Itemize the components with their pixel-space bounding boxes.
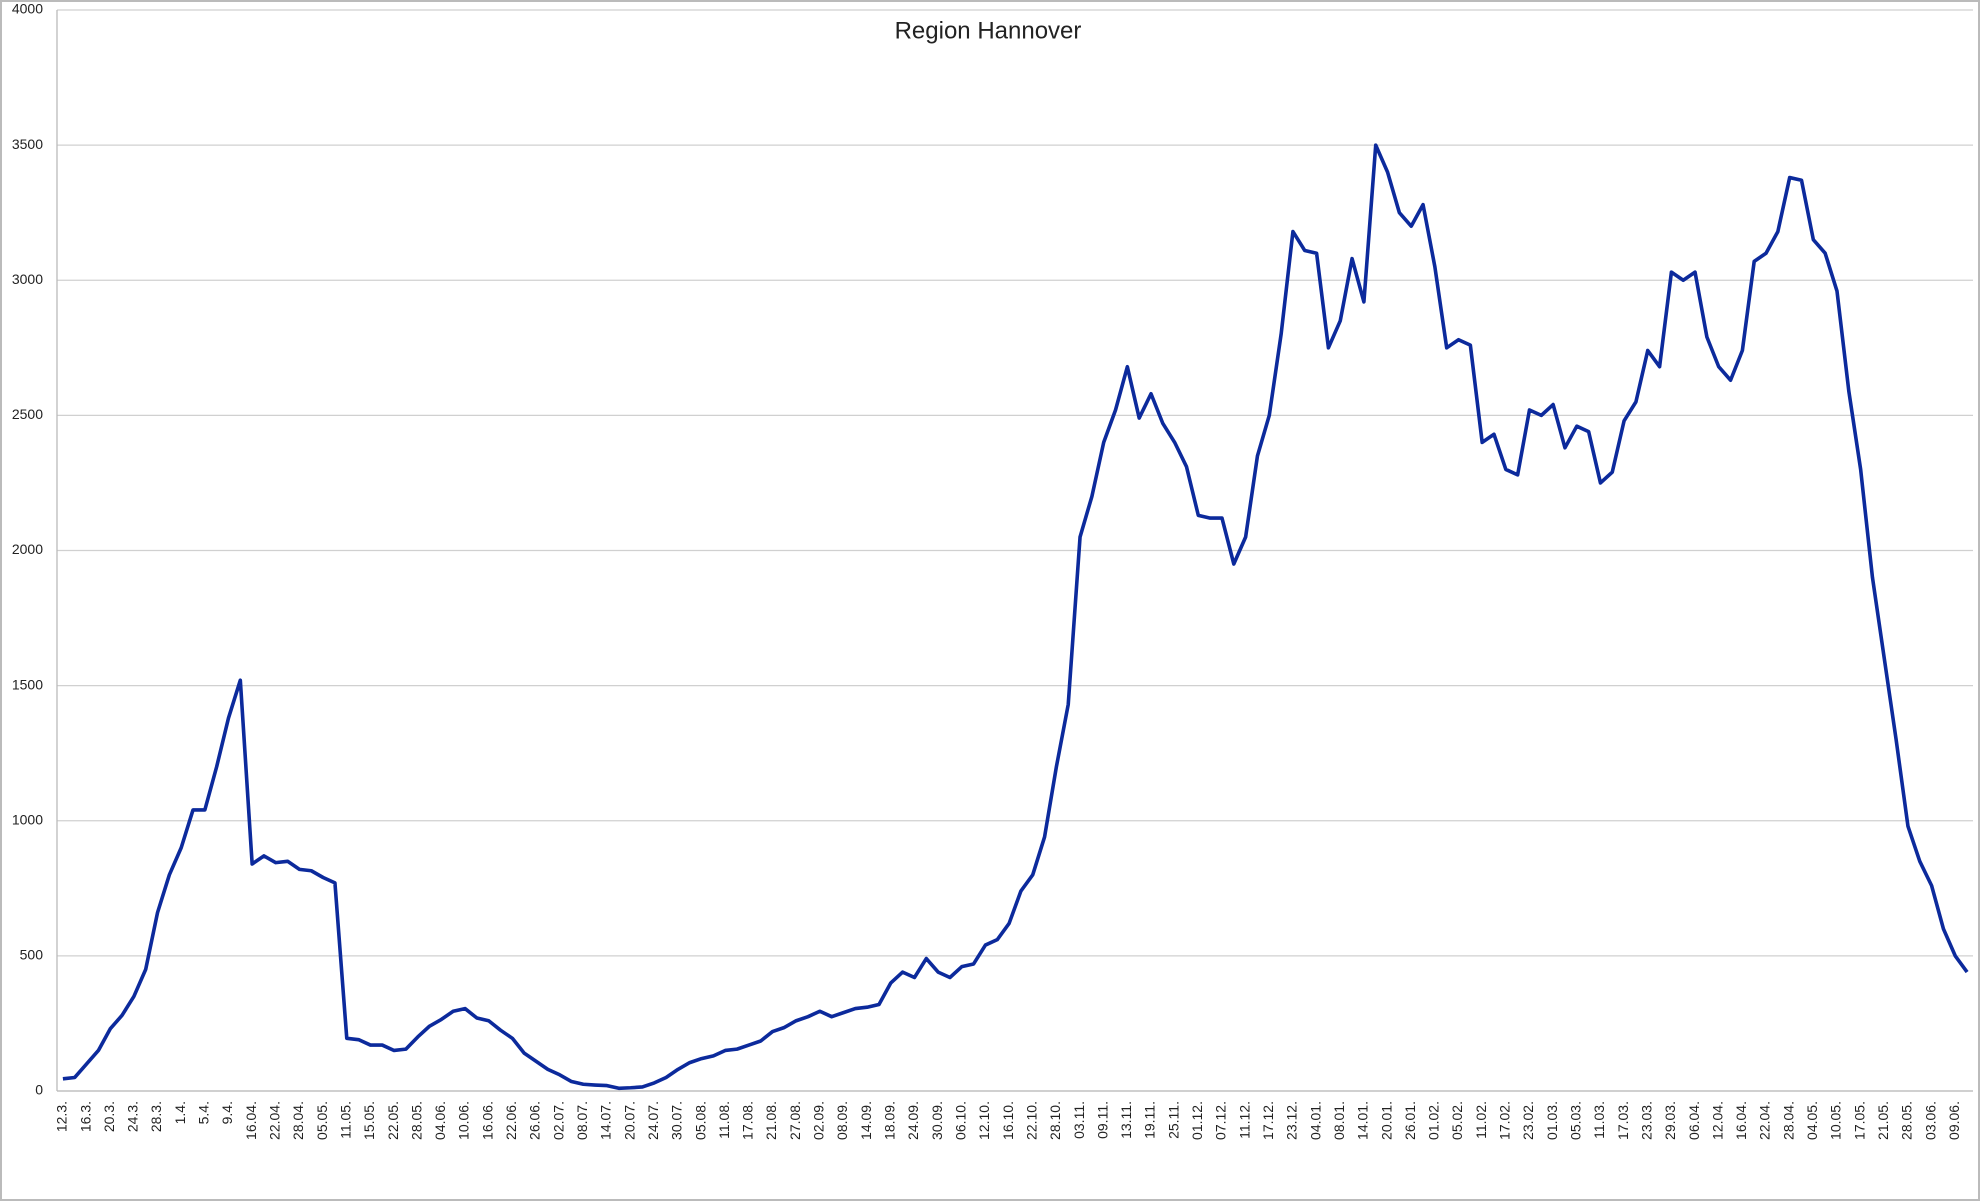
y-tick-label: 500	[20, 947, 44, 963]
x-tick-label: 28.10.	[1047, 1101, 1063, 1140]
x-tick-label: 05.08.	[692, 1101, 708, 1140]
x-tick-label: 22.04.	[1757, 1101, 1773, 1140]
x-tick-label: 10.06.	[456, 1101, 472, 1140]
x-tick-label: 20.01.	[1378, 1101, 1394, 1140]
x-tick-label: 06.10.	[952, 1101, 968, 1140]
x-tick-label: 19.11.	[1142, 1101, 1158, 1139]
x-tick-label: 17.12.	[1260, 1101, 1276, 1140]
x-tick-label: 06.04.	[1686, 1101, 1702, 1140]
y-tick-label: 1000	[12, 811, 43, 827]
y-tick-label: 3500	[12, 136, 43, 152]
x-tick-label: 22.06.	[503, 1101, 519, 1140]
x-tick-label: 24.3.	[125, 1101, 141, 1132]
x-tick-label: 03.06.	[1922, 1101, 1938, 1140]
x-tick-label: 17.08.	[740, 1101, 756, 1140]
x-tick-label: 16.04.	[243, 1101, 259, 1140]
x-tick-label: 9.4.	[219, 1101, 235, 1124]
x-tick-label: 22.10.	[1023, 1101, 1039, 1140]
x-tick-label: 1.4.	[172, 1101, 188, 1124]
y-tick-label: 3000	[12, 271, 43, 287]
x-tick-label: 17.02.	[1497, 1101, 1513, 1140]
x-tick-label: 28.04.	[290, 1101, 306, 1140]
x-tick-label: 30.09.	[929, 1101, 945, 1140]
x-tick-label: 28.05.	[1899, 1101, 1915, 1140]
x-tick-label: 30.07.	[669, 1101, 685, 1140]
x-tick-label: 01.02.	[1426, 1101, 1442, 1140]
x-tick-label: 5.4.	[196, 1101, 212, 1124]
x-tick-label: 16.3.	[77, 1101, 93, 1132]
x-tick-label: 08.09.	[834, 1101, 850, 1140]
chart-title: Region Hannover	[895, 17, 1082, 44]
x-tick-label: 11.02.	[1473, 1101, 1489, 1139]
x-tick-label: 17.03.	[1615, 1101, 1631, 1140]
x-tick-label: 12.04.	[1709, 1101, 1725, 1140]
x-tick-label: 21.05.	[1875, 1101, 1891, 1140]
x-tick-label: 20.3.	[101, 1101, 117, 1132]
x-tick-label: 28.04.	[1780, 1101, 1796, 1140]
x-tick-label: 20.07.	[621, 1101, 637, 1140]
x-tick-label: 05.02.	[1449, 1101, 1465, 1140]
x-tick-label: 22.05.	[385, 1101, 401, 1140]
x-tick-label: 26.06.	[527, 1101, 543, 1140]
x-tick-label: 23.12.	[1284, 1101, 1300, 1140]
x-tick-label: 11.05.	[337, 1101, 353, 1139]
x-tick-label: 01.12.	[1189, 1101, 1205, 1140]
x-tick-label: 16.10.	[1000, 1101, 1016, 1140]
x-tick-label: 09.11.	[1094, 1101, 1110, 1139]
x-tick-label: 02.09.	[811, 1101, 827, 1140]
y-tick-label: 2500	[12, 406, 43, 422]
x-tick-label: 05.05.	[314, 1101, 330, 1140]
x-tick-label: 07.12.	[1213, 1101, 1229, 1140]
x-tick-label: 21.08.	[763, 1101, 779, 1140]
x-tick-label: 23.03.	[1638, 1101, 1654, 1140]
x-tick-label: 22.04.	[267, 1101, 283, 1140]
x-tick-label: 13.11.	[1118, 1101, 1134, 1139]
x-tick-label: 11.08.	[716, 1101, 732, 1139]
x-tick-label: 01.03.	[1544, 1101, 1560, 1140]
x-tick-label: 17.05.	[1851, 1101, 1867, 1140]
x-tick-label: 18.09.	[882, 1101, 898, 1140]
x-tick-label: 23.02.	[1520, 1101, 1536, 1140]
x-tick-label: 24.07.	[645, 1101, 661, 1140]
y-tick-label: 0	[35, 1082, 43, 1098]
x-tick-label: 08.07.	[574, 1101, 590, 1140]
x-tick-label: 25.11.	[1165, 1101, 1181, 1139]
x-tick-label: 04.01.	[1307, 1101, 1323, 1140]
x-tick-label: 15.05.	[361, 1101, 377, 1140]
x-tick-label: 16.06.	[479, 1101, 495, 1140]
x-tick-label: 26.01.	[1402, 1101, 1418, 1140]
x-tick-label: 04.06.	[432, 1101, 448, 1140]
x-tick-label: 08.01.	[1331, 1101, 1347, 1140]
y-tick-label: 1500	[12, 676, 43, 692]
x-tick-label: 27.08.	[787, 1101, 803, 1140]
x-tick-label: 03.11.	[1071, 1101, 1087, 1139]
data-line	[62, 143, 1969, 1091]
x-tick-label: 11.03.	[1591, 1101, 1607, 1139]
y-tick-label: 4000	[12, 1, 43, 17]
x-tick-label: 10.05.	[1828, 1101, 1844, 1140]
x-tick-label: 14.09.	[858, 1101, 874, 1140]
x-tick-label: 04.05.	[1804, 1101, 1820, 1140]
y-tick-label: 2000	[12, 541, 43, 557]
x-tick-label: 05.03.	[1567, 1101, 1583, 1140]
x-tick-label: 11.12.	[1236, 1101, 1252, 1139]
x-tick-label: 16.04.	[1733, 1101, 1749, 1140]
x-tick-label: 29.03.	[1662, 1101, 1678, 1140]
x-tick-label: 02.07.	[550, 1101, 566, 1140]
x-tick-label: 24.09.	[905, 1101, 921, 1140]
x-tick-label: 12.10.	[976, 1101, 992, 1140]
x-tick-label: 28.05.	[408, 1101, 424, 1140]
x-tick-label: 14.07.	[598, 1101, 614, 1140]
x-tick-label: 09.06.	[1946, 1101, 1962, 1140]
x-tick-label: 12.3.	[54, 1101, 70, 1132]
x-tick-label: 28.3.	[148, 1101, 164, 1132]
x-tick-label: 14.01.	[1355, 1101, 1371, 1140]
